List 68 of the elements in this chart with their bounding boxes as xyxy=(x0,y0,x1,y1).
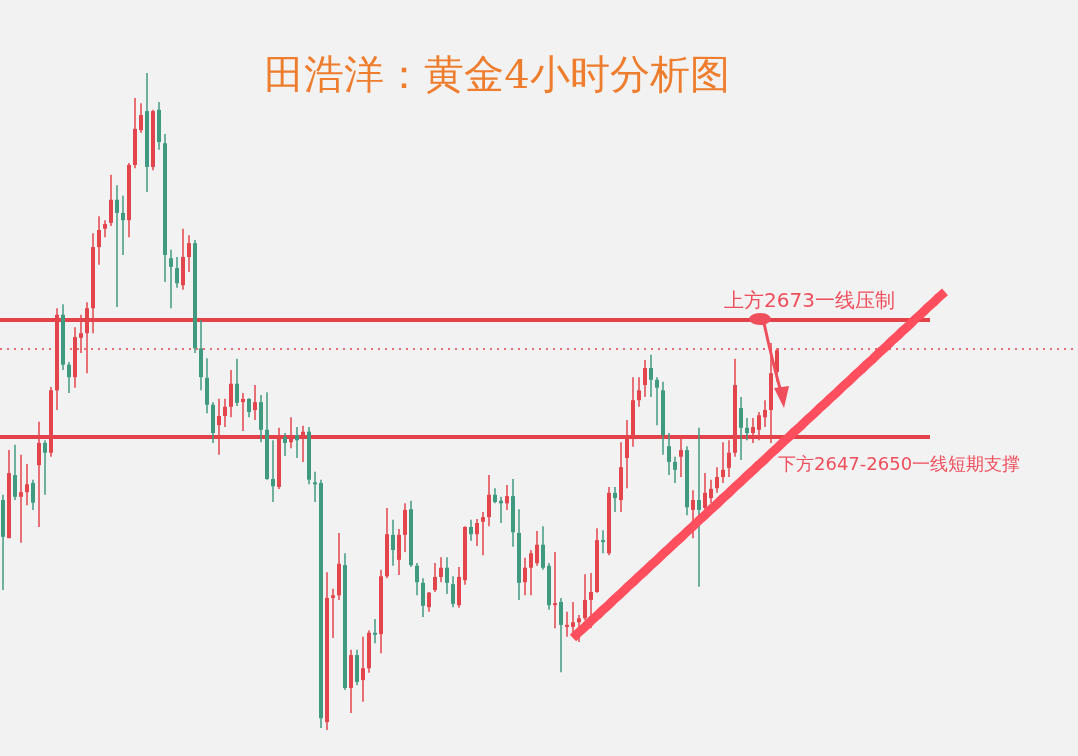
candlestick xyxy=(253,384,257,421)
candlestick xyxy=(709,478,713,505)
candlestick xyxy=(523,557,527,597)
candlestick xyxy=(247,397,251,419)
candlestick xyxy=(643,359,647,398)
candlestick xyxy=(427,591,431,613)
candlestick xyxy=(481,511,485,556)
candlestick xyxy=(295,426,299,459)
candlestick xyxy=(529,549,533,597)
chart-title: 田浩洋：黄金4小时分析图 xyxy=(264,51,730,97)
candlestick xyxy=(139,102,143,134)
candlestick xyxy=(487,474,491,528)
candlestick xyxy=(745,417,749,442)
candlestick xyxy=(115,184,119,308)
candlestick xyxy=(13,444,17,501)
candlestick xyxy=(697,427,701,588)
candlestick xyxy=(421,577,425,618)
candlestick xyxy=(565,610,569,638)
candlestick xyxy=(667,432,671,476)
candlestick xyxy=(469,519,473,542)
candlestick xyxy=(43,439,47,496)
candlestick xyxy=(673,455,677,484)
candlestick xyxy=(535,530,539,567)
candlestick xyxy=(613,486,617,513)
ref-line-label: 下方2647-2650一线短期支撑 xyxy=(778,452,1021,474)
candlestick xyxy=(169,248,173,309)
candlestick xyxy=(553,551,557,629)
candlestick xyxy=(739,396,743,461)
candlestick xyxy=(241,392,245,432)
candlestick xyxy=(439,556,443,583)
candlestick xyxy=(415,562,419,597)
candlestick xyxy=(391,519,395,567)
candlestick xyxy=(655,376,659,426)
candlestick xyxy=(331,587,335,639)
candlestick xyxy=(121,195,125,256)
candlestick xyxy=(283,432,287,457)
candlestick xyxy=(505,484,509,511)
candlestick xyxy=(721,441,725,484)
candlestick xyxy=(31,478,35,511)
candlestick xyxy=(715,466,719,494)
candlestick xyxy=(187,234,191,273)
candlestick xyxy=(433,562,437,593)
candlestick xyxy=(109,174,113,227)
candlestick xyxy=(361,635,365,703)
candlestick xyxy=(763,399,767,428)
candlestick xyxy=(235,358,239,407)
candlestick xyxy=(97,215,101,266)
candlestick xyxy=(589,572,593,629)
candlestick xyxy=(649,354,653,398)
candlestick xyxy=(313,471,317,503)
candlestick xyxy=(541,525,545,571)
candlestick xyxy=(475,518,479,547)
candlestick xyxy=(223,398,227,428)
candlestick xyxy=(25,463,29,507)
candlestick xyxy=(175,256,179,289)
candlestick xyxy=(559,597,563,673)
candlestick xyxy=(445,556,449,595)
ref-line-label: 上方2673一线压制 xyxy=(724,288,895,313)
candlestick xyxy=(229,369,233,419)
candlestick xyxy=(601,529,605,555)
candlestick xyxy=(271,439,275,503)
candlestick xyxy=(103,219,107,238)
candlestick xyxy=(451,575,455,608)
candlestick xyxy=(67,361,71,394)
candlestick xyxy=(19,453,23,544)
candlestick xyxy=(637,376,641,408)
candlestick xyxy=(373,618,377,645)
candlestick xyxy=(583,573,587,622)
